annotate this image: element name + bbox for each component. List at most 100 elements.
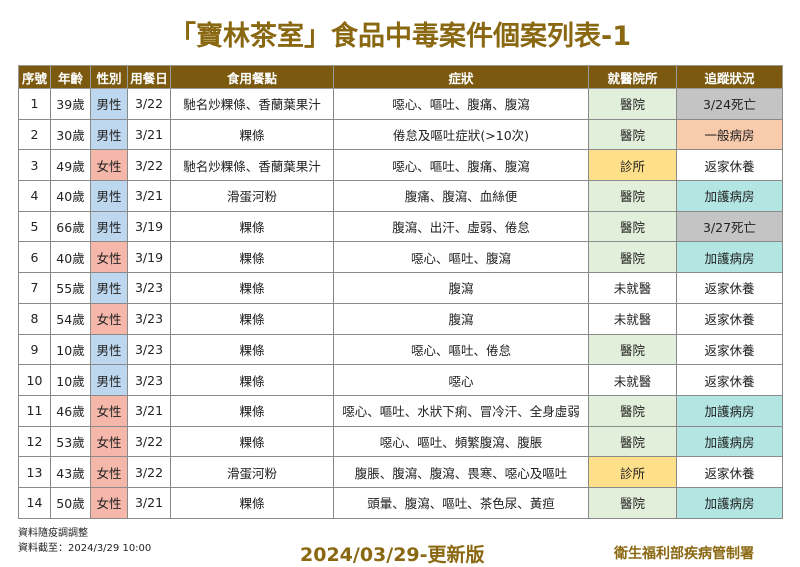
sex-cell: 男性 <box>90 118 128 151</box>
medical-facility-cell: 診所 <box>588 149 677 182</box>
sex-cell: 女性 <box>90 149 128 182</box>
case-table: 序號 年齡 性別 用餐日 食用餐點 症狀 就醫院所 追蹤狀況 1 39歲 男性 3/22 馳名炒粿條、… <box>18 65 783 519</box>
age-cell: 66歲 <box>50 210 91 243</box>
sex-cell: 女性 <box>90 394 128 427</box>
column-header: 追蹤狀況 <box>676 65 783 89</box>
column-header: 年齡 <box>50 65 91 89</box>
table-row: 7 55歲 男性 3/23 粿條 腹瀉 未就醫 返家休養 <box>18 272 783 304</box>
symptoms-cell: 頭暈、腹瀉、嘔吐、茶色尿、黃疸 <box>333 486 589 519</box>
column-header: 症狀 <box>333 65 589 89</box>
header-row: 序號 年齡 性別 用餐日 食用餐點 症狀 就醫院所 追蹤狀況 <box>18 65 783 89</box>
medical-facility-cell: 醫院 <box>588 486 677 519</box>
meal-date-cell: 3/23 <box>127 272 171 304</box>
age-cell: 43歲 <box>50 456 91 488</box>
note-adjust: 資料隨疫調調整 <box>18 528 88 539</box>
medical-facility-cell: 未就醫 <box>588 302 677 335</box>
sex-cell: 女性 <box>90 456 128 488</box>
sex-cell: 女性 <box>90 302 128 335</box>
page-title: 「寶林茶室」食品中毒案件個案列表-1 <box>169 21 631 52</box>
status-cell: 加護病房 <box>676 394 783 427</box>
food-cell: 粿條 <box>170 486 334 519</box>
sex-cell: 男性 <box>90 272 128 304</box>
case-number-cell: 8 <box>18 302 51 335</box>
sex-cell: 男性 <box>90 333 128 366</box>
medical-facility-cell: 診所 <box>588 456 677 488</box>
status-cell: 加護病房 <box>676 180 783 212</box>
medical-facility-cell: 醫院 <box>588 394 677 427</box>
medical-facility-cell: 醫院 <box>588 210 677 243</box>
table-row: 13 43歲 女性 3/22 滑蛋河粉 腹脹、腹瀉、腹瀉、畏寒、噁心及嘔吐 診所 返家休養 <box>18 456 783 488</box>
column-header: 用餐日 <box>127 65 171 89</box>
age-cell: 10歲 <box>50 364 91 396</box>
table-row: 14 50歲 女性 3/21 粿條 頭暈、腹瀉、嘔吐、茶色尿、黃疸 醫院 加護病房 <box>18 486 783 519</box>
organization: 衛生福利部疾病管制署 <box>614 546 754 562</box>
medical-facility-cell: 醫院 <box>588 88 677 120</box>
symptoms-cell: 噁心、嘔吐、腹痛、腹瀉 <box>333 88 589 120</box>
sex-cell: 女性 <box>90 241 128 274</box>
status-cell: 3/27死亡 <box>676 210 783 243</box>
meal-date-cell: 3/23 <box>127 364 171 396</box>
case-number-cell: 2 <box>18 118 51 151</box>
food-cell: 馳名炒粿條、香蘭葉果汁 <box>170 88 334 120</box>
table-row: 10 10歲 男性 3/23 粿條 噁心 未就醫 返家休養 <box>18 364 783 396</box>
food-cell: 粿條 <box>170 302 334 335</box>
meal-date-cell: 3/21 <box>127 118 171 151</box>
case-number-cell: 6 <box>18 241 51 274</box>
column-header: 就醫院所 <box>588 65 677 89</box>
food-cell: 滑蛋河粉 <box>170 180 334 212</box>
age-cell: 54歲 <box>50 302 91 335</box>
case-number-cell: 4 <box>18 180 51 212</box>
symptoms-cell: 腹瀉 <box>333 302 589 335</box>
table-row: 8 54歲 女性 3/23 粿條 腹瀉 未就醫 返家休養 <box>18 302 783 335</box>
food-cell: 滑蛋河粉 <box>170 456 334 488</box>
status-cell: 3/24死亡 <box>676 88 783 120</box>
column-header: 食用餐點 <box>170 65 334 89</box>
medical-facility-cell: 醫院 <box>588 425 677 458</box>
version-date: 2024/03/29-更新版 <box>300 544 485 566</box>
symptoms-cell: 噁心 <box>333 364 589 396</box>
food-cell: 馳名炒粿條、香蘭葉果汁 <box>170 149 334 182</box>
symptoms-cell: 噁心、嘔吐、腹痛、腹瀉 <box>333 149 589 182</box>
medical-facility-cell: 醫院 <box>588 241 677 274</box>
age-cell: 55歲 <box>50 272 91 304</box>
sex-cell: 女性 <box>90 486 128 519</box>
meal-date-cell: 3/21 <box>127 394 171 427</box>
status-cell: 加護病房 <box>676 486 783 519</box>
medical-facility-cell: 醫院 <box>588 180 677 212</box>
age-cell: 40歲 <box>50 241 91 274</box>
status-cell: 返家休養 <box>676 364 783 396</box>
case-number-cell: 1 <box>18 88 51 120</box>
food-cell: 粿條 <box>170 272 334 304</box>
food-cell: 粿條 <box>170 210 334 243</box>
symptoms-cell: 噁心、嘔吐、水狀下痢、冒冷汗、全身虛弱 <box>333 394 589 427</box>
table-row: 1 39歲 男性 3/22 馳名炒粿條、香蘭葉果汁 噁心、嘔吐、腹痛、腹瀉 醫院 3/24死亡 <box>18 88 783 120</box>
case-number-cell: 10 <box>18 364 51 396</box>
symptoms-cell: 腹瀉 <box>333 272 589 304</box>
sex-cell: 男性 <box>90 88 128 120</box>
status-cell: 返家休養 <box>676 272 783 304</box>
meal-date-cell: 3/19 <box>127 210 171 243</box>
age-cell: 50歲 <box>50 486 91 519</box>
status-cell: 加護病房 <box>676 425 783 458</box>
meal-date-cell: 3/22 <box>127 149 171 182</box>
medical-facility-cell: 醫院 <box>588 118 677 151</box>
case-number-cell: 3 <box>18 149 51 182</box>
symptoms-cell: 噁心、嘔吐、頻繁腹瀉、腹脹 <box>333 425 589 458</box>
sex-cell: 男性 <box>90 364 128 396</box>
case-number-cell: 13 <box>18 456 51 488</box>
sex-cell: 男性 <box>90 210 128 243</box>
medical-facility-cell: 未就醫 <box>588 364 677 396</box>
table-row: 4 40歲 男性 3/21 滑蛋河粉 腹痛、腹瀉、血絲便 醫院 加護病房 <box>18 180 783 212</box>
status-cell: 返家休養 <box>676 149 783 182</box>
meal-date-cell: 3/22 <box>127 425 171 458</box>
food-cell: 粿條 <box>170 364 334 396</box>
status-cell: 返家休養 <box>676 333 783 366</box>
case-number-cell: 11 <box>18 394 51 427</box>
symptoms-cell: 倦怠及嘔吐症狀(>10次) <box>333 118 589 151</box>
table-row: 5 66歲 男性 3/19 粿條 腹瀉、出汗、虛弱、倦怠 醫院 3/27死亡 <box>18 210 783 243</box>
meal-date-cell: 3/22 <box>127 88 171 120</box>
age-cell: 53歲 <box>50 425 91 458</box>
food-cell: 粿條 <box>170 118 334 151</box>
age-cell: 40歲 <box>50 180 91 212</box>
meal-date-cell: 3/21 <box>127 180 171 212</box>
